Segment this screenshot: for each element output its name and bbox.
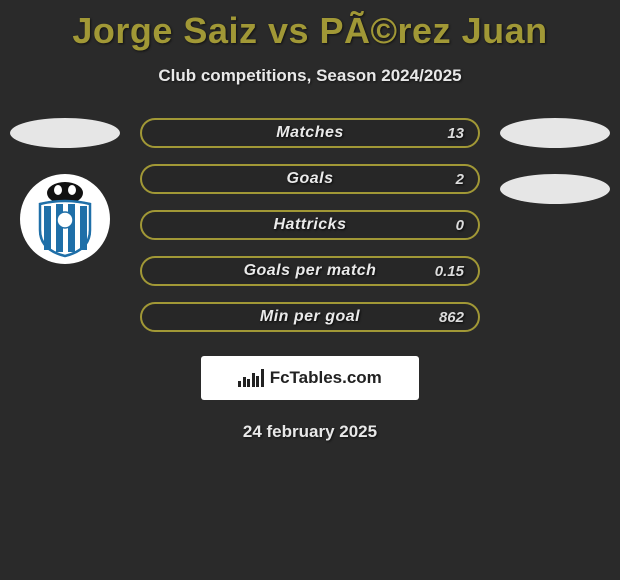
stat-bar: Min per goal 862 — [140, 302, 480, 332]
comparison-content: Matches 13 Goals 2 Hattricks 0 Goals per… — [0, 118, 620, 442]
subtitle: Club competitions, Season 2024/2025 — [0, 66, 620, 86]
stat-bar: Goals per match 0.15 — [140, 256, 480, 286]
stat-label: Matches — [276, 124, 344, 142]
stat-label: Goals — [287, 170, 334, 188]
stat-label: Min per goal — [260, 308, 360, 326]
stat-value: 13 — [447, 125, 464, 142]
page-title: Jorge Saiz vs PÃ©rez Juan — [0, 0, 620, 52]
stat-bar: Matches 13 — [140, 118, 480, 148]
brand-text: FcTables.com — [270, 368, 382, 388]
stat-value: 0 — [456, 217, 464, 234]
player-photo-placeholder-left — [10, 118, 120, 148]
left-player-column — [0, 118, 130, 264]
club-badge-placeholder-right — [500, 174, 610, 204]
club-badge-left — [20, 174, 110, 264]
stat-label: Goals per match — [244, 262, 377, 280]
right-player-column — [490, 118, 620, 224]
player-photo-placeholder-right — [500, 118, 610, 148]
shield-icon — [26, 180, 104, 258]
stat-value: 2 — [456, 171, 464, 188]
bar-chart-icon — [238, 369, 264, 387]
brand-box: FcTables.com — [201, 356, 419, 400]
date-text: 24 february 2025 — [0, 422, 620, 442]
stats-bars: Matches 13 Goals 2 Hattricks 0 Goals per… — [140, 118, 480, 332]
stat-bar: Goals 2 — [140, 164, 480, 194]
stat-value: 0.15 — [435, 263, 464, 280]
stat-label: Hattricks — [274, 216, 347, 234]
stat-value: 862 — [439, 309, 464, 326]
stat-bar: Hattricks 0 — [140, 210, 480, 240]
